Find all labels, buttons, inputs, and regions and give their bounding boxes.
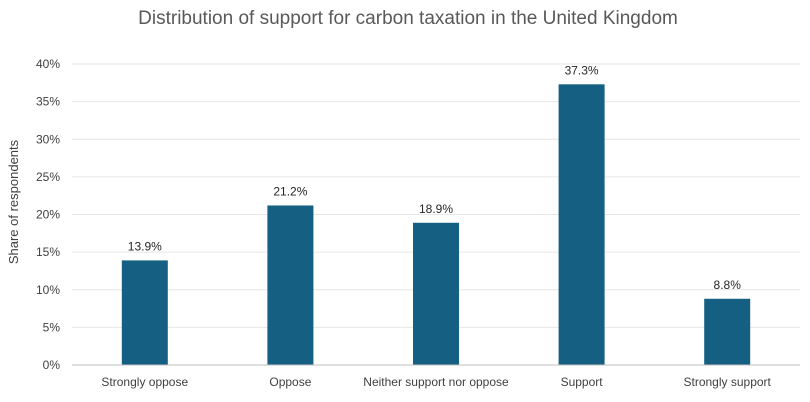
chart-title: Distribution of support for carbon taxat… bbox=[138, 8, 678, 29]
data-label: 37.3% bbox=[565, 63, 599, 77]
bar bbox=[267, 205, 314, 365]
y-tick-labels: 0% 5% 10% 15% 20% 25% 30% 35% 40% bbox=[36, 57, 60, 372]
data-labels: 13.9% 21.2% 18.9% 37.3% 8.8% bbox=[128, 63, 741, 291]
y-tick-label: 25% bbox=[36, 170, 60, 184]
y-tick-label: 20% bbox=[36, 208, 60, 222]
data-label: 8.8% bbox=[714, 278, 742, 292]
category-label: Strongly support bbox=[684, 375, 772, 389]
y-axis-label: Share of respondents bbox=[6, 139, 21, 264]
data-label: 13.9% bbox=[128, 239, 162, 253]
bars bbox=[121, 84, 751, 365]
bar bbox=[413, 222, 459, 365]
data-label: 21.2% bbox=[273, 184, 307, 198]
data-label: 18.9% bbox=[419, 202, 453, 216]
y-tick-label: 40% bbox=[36, 57, 60, 71]
y-tick-label: 35% bbox=[36, 95, 60, 109]
category-label: Neither support nor oppose bbox=[363, 375, 509, 389]
y-tick-label: 5% bbox=[43, 320, 61, 334]
bar bbox=[121, 260, 168, 365]
y-tick-label: 30% bbox=[36, 132, 60, 146]
category-label: Strongly oppose bbox=[101, 375, 188, 389]
category-labels: Strongly oppose Oppose Neither support nor… bbox=[101, 375, 771, 389]
y-tick-label: 15% bbox=[36, 245, 60, 259]
bar bbox=[704, 298, 751, 365]
y-tick-label: 0% bbox=[43, 358, 61, 372]
bar bbox=[558, 84, 605, 365]
y-tick-label: 10% bbox=[36, 283, 60, 297]
category-label: Support bbox=[561, 375, 604, 389]
category-label: Oppose bbox=[269, 375, 311, 389]
